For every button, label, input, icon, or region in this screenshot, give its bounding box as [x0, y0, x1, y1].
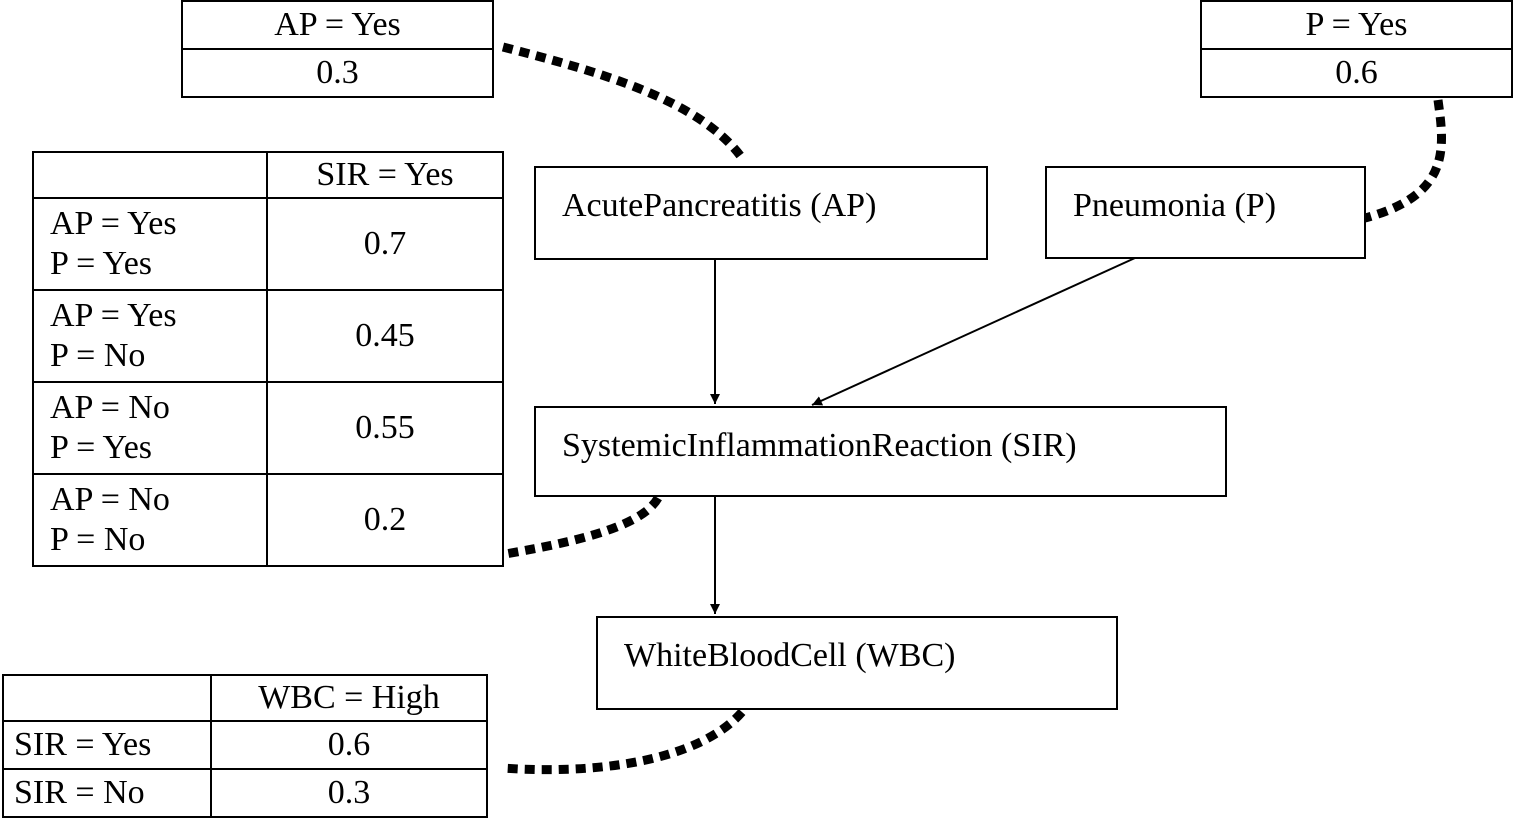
condition-p: P = No — [50, 521, 146, 558]
cpt-ap-value: 0.3 — [181, 48, 494, 98]
condition-p: P = No — [50, 337, 146, 374]
table-row: SIR = Yes 0.6 — [2, 720, 488, 770]
cpt-condition-cell: AP = Yes P = No — [32, 289, 268, 383]
cpt-corner-cell — [32, 151, 268, 199]
table-row: AP = Yes P = No 0.45 — [32, 289, 504, 383]
cpt-table-p: P = Yes 0.6 — [1200, 0, 1513, 98]
cpt-ap-header: AP = Yes — [181, 0, 494, 50]
cpt-value-row: 0.6 — [1200, 48, 1513, 98]
cpt-p-value: 0.6 — [1200, 48, 1513, 98]
condition-p: P = Yes — [50, 245, 153, 282]
condition-ap: AP = No — [50, 389, 170, 426]
dotted-link-wbc-table — [501, 708, 746, 775]
table-row: SIR = No 0.3 — [2, 768, 488, 818]
cpt-header-row: AP = Yes — [181, 0, 494, 50]
cpt-value-cell: 0.6 — [210, 720, 488, 770]
dotted-link-sir-table — [481, 495, 662, 563]
cpt-table-sir: SIR = Yes AP = Yes P = Yes 0.7 AP = Yes P … — [32, 151, 504, 567]
cpt-condition-cell: SIR = Yes — [2, 720, 212, 770]
cpt-value-cell: 0.3 — [210, 768, 488, 818]
cpt-p-header: P = Yes — [1200, 0, 1513, 50]
node-white-blood-cell: WhiteBloodCell (WBC) — [596, 616, 1118, 710]
condition-ap: AP = No — [50, 481, 170, 518]
table-row: AP = Yes P = Yes 0.7 — [32, 197, 504, 291]
cpt-table-wbc: WBC = High SIR = Yes 0.6 SIR = No 0.3 — [2, 674, 488, 818]
table-row: AP = No P = Yes 0.55 — [32, 381, 504, 475]
cpt-value-cell: 0.2 — [266, 473, 504, 567]
table-row: AP = No P = No 0.2 — [32, 473, 504, 567]
dotted-link-ap-table — [501, 42, 746, 161]
condition-ap: AP = Yes — [50, 205, 177, 242]
cpt-header-row: P = Yes — [1200, 0, 1513, 50]
node-pneumonia: Pneumonia (P) — [1045, 166, 1366, 259]
cpt-value-cell: 0.55 — [266, 381, 504, 475]
cpt-corner-cell — [2, 674, 212, 722]
node-acute-pancreatitis: AcutePancreatitis (AP) — [534, 166, 988, 260]
cpt-value-cell: 0.7 — [266, 197, 504, 291]
dotted-link-p-table — [1363, 99, 1446, 223]
condition-p: P = Yes — [50, 429, 153, 466]
cpt-condition-cell: AP = No P = No — [32, 473, 268, 567]
cpt-wbc-header: WBC = High — [210, 674, 488, 722]
edge-p-to-sir — [811, 257, 1136, 406]
cpt-condition-cell: AP = No P = Yes — [32, 381, 268, 475]
cpt-header-row: SIR = Yes — [32, 151, 504, 199]
cpt-table-ap: AP = Yes 0.3 — [181, 0, 494, 98]
cpt-value-cell: 0.45 — [266, 289, 504, 383]
condition-ap: AP = Yes — [50, 297, 177, 334]
cpt-condition-cell: AP = Yes P = Yes — [32, 197, 268, 291]
cpt-header-row: WBC = High — [2, 674, 488, 722]
cpt-value-row: 0.3 — [181, 48, 494, 98]
cpt-sir-header: SIR = Yes — [266, 151, 504, 199]
cpt-condition-cell: SIR = No — [2, 768, 212, 818]
node-systemic-inflammation-reaction: SystemicInflammationReaction (SIR) — [534, 406, 1227, 497]
